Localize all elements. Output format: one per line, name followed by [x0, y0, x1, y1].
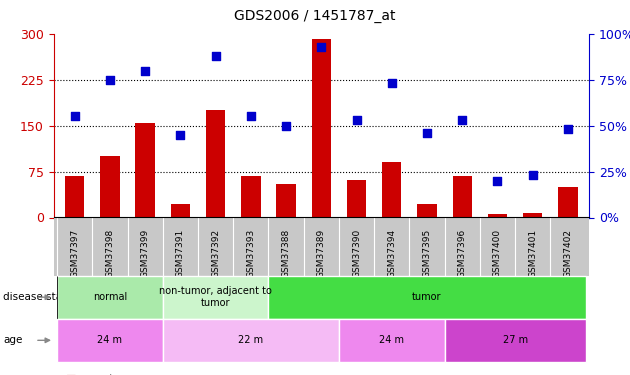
Text: 24 m: 24 m [98, 335, 122, 345]
Bar [558, 187, 578, 218]
Bar [241, 176, 261, 218]
Point [105, 77, 115, 83]
Bar [312, 39, 331, 218]
Point [316, 44, 326, 50]
Point [281, 123, 291, 129]
Point [563, 126, 573, 132]
Text: ■: ■ [66, 374, 80, 375]
Text: age: age [3, 335, 23, 345]
Point [422, 130, 432, 136]
Bar [523, 213, 542, 217]
Point [175, 132, 185, 138]
Bar [382, 162, 401, 218]
Text: non-tumor, adjacent to
tumor: non-tumor, adjacent to tumor [159, 286, 272, 308]
Point [246, 113, 256, 119]
Point [352, 117, 362, 123]
Point [140, 68, 150, 74]
Point [210, 53, 220, 59]
Text: 24 m: 24 m [379, 335, 404, 345]
Text: 22 m: 22 m [238, 335, 263, 345]
Text: normal: normal [93, 292, 127, 302]
Point [493, 178, 503, 184]
Bar [452, 176, 472, 218]
Point [70, 113, 80, 119]
Text: 27 m: 27 m [503, 335, 528, 345]
Point [528, 172, 538, 178]
Point [457, 117, 467, 123]
Bar [171, 204, 190, 218]
Bar [488, 214, 507, 217]
Bar [100, 156, 120, 218]
Point [387, 80, 397, 86]
Text: count: count [82, 374, 113, 375]
Text: GDS2006 / 1451787_at: GDS2006 / 1451787_at [234, 9, 396, 23]
Text: tumor: tumor [412, 292, 442, 302]
Bar [65, 176, 84, 218]
Bar [135, 123, 155, 218]
Bar [347, 180, 366, 218]
Bar [417, 204, 437, 218]
Text: disease state: disease state [3, 292, 72, 302]
Bar [206, 110, 226, 218]
Bar [277, 184, 295, 218]
